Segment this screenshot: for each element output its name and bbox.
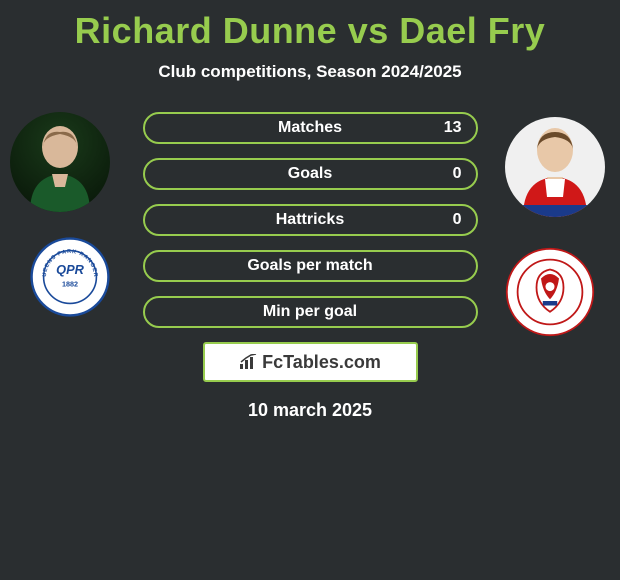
stat-row-goals-per-match: Goals per match bbox=[143, 250, 478, 282]
stat-label: Goals per match bbox=[247, 257, 372, 275]
stat-value-right: 13 bbox=[444, 119, 462, 137]
club-badge-icon bbox=[505, 247, 595, 337]
stat-value-right: 0 bbox=[453, 165, 462, 183]
svg-text:1882: 1882 bbox=[62, 280, 78, 289]
club-right-badge bbox=[505, 247, 595, 337]
stat-label: Matches bbox=[278, 119, 342, 137]
stat-row-hattricks: Hattricks 0 bbox=[143, 204, 478, 236]
svg-text:QPR: QPR bbox=[56, 262, 84, 277]
brand-logo-box: FcTables.com bbox=[203, 342, 418, 382]
stat-label: Goals bbox=[288, 165, 332, 183]
club-badge-icon: QUEENS PARK RANGERS QPR 1882 bbox=[30, 237, 110, 317]
player-right-avatar bbox=[505, 117, 605, 217]
stat-value-right: 0 bbox=[453, 211, 462, 229]
chart-icon bbox=[239, 354, 259, 370]
date-text: 10 march 2025 bbox=[0, 400, 620, 421]
brand-text: FcTables.com bbox=[262, 352, 381, 373]
avatar-icon bbox=[505, 117, 605, 217]
stat-label: Min per goal bbox=[263, 303, 357, 321]
player-left-avatar bbox=[10, 112, 110, 212]
avatar-icon bbox=[10, 112, 110, 212]
stat-label: Hattricks bbox=[276, 211, 344, 229]
stat-row-goals: Goals 0 bbox=[143, 158, 478, 190]
brand-logo: FcTables.com bbox=[239, 352, 381, 373]
club-left-badge: QUEENS PARK RANGERS QPR 1882 bbox=[30, 237, 110, 317]
content-area: QUEENS PARK RANGERS QPR 1882 Matches 13 … bbox=[0, 112, 620, 421]
page-title: Richard Dunne vs Dael Fry bbox=[0, 0, 620, 52]
stats-container: Matches 13 Goals 0 Hattricks 0 Goals per… bbox=[143, 112, 478, 328]
stat-row-min-per-goal: Min per goal bbox=[143, 296, 478, 328]
subtitle: Club competitions, Season 2024/2025 bbox=[0, 62, 620, 82]
stat-row-matches: Matches 13 bbox=[143, 112, 478, 144]
